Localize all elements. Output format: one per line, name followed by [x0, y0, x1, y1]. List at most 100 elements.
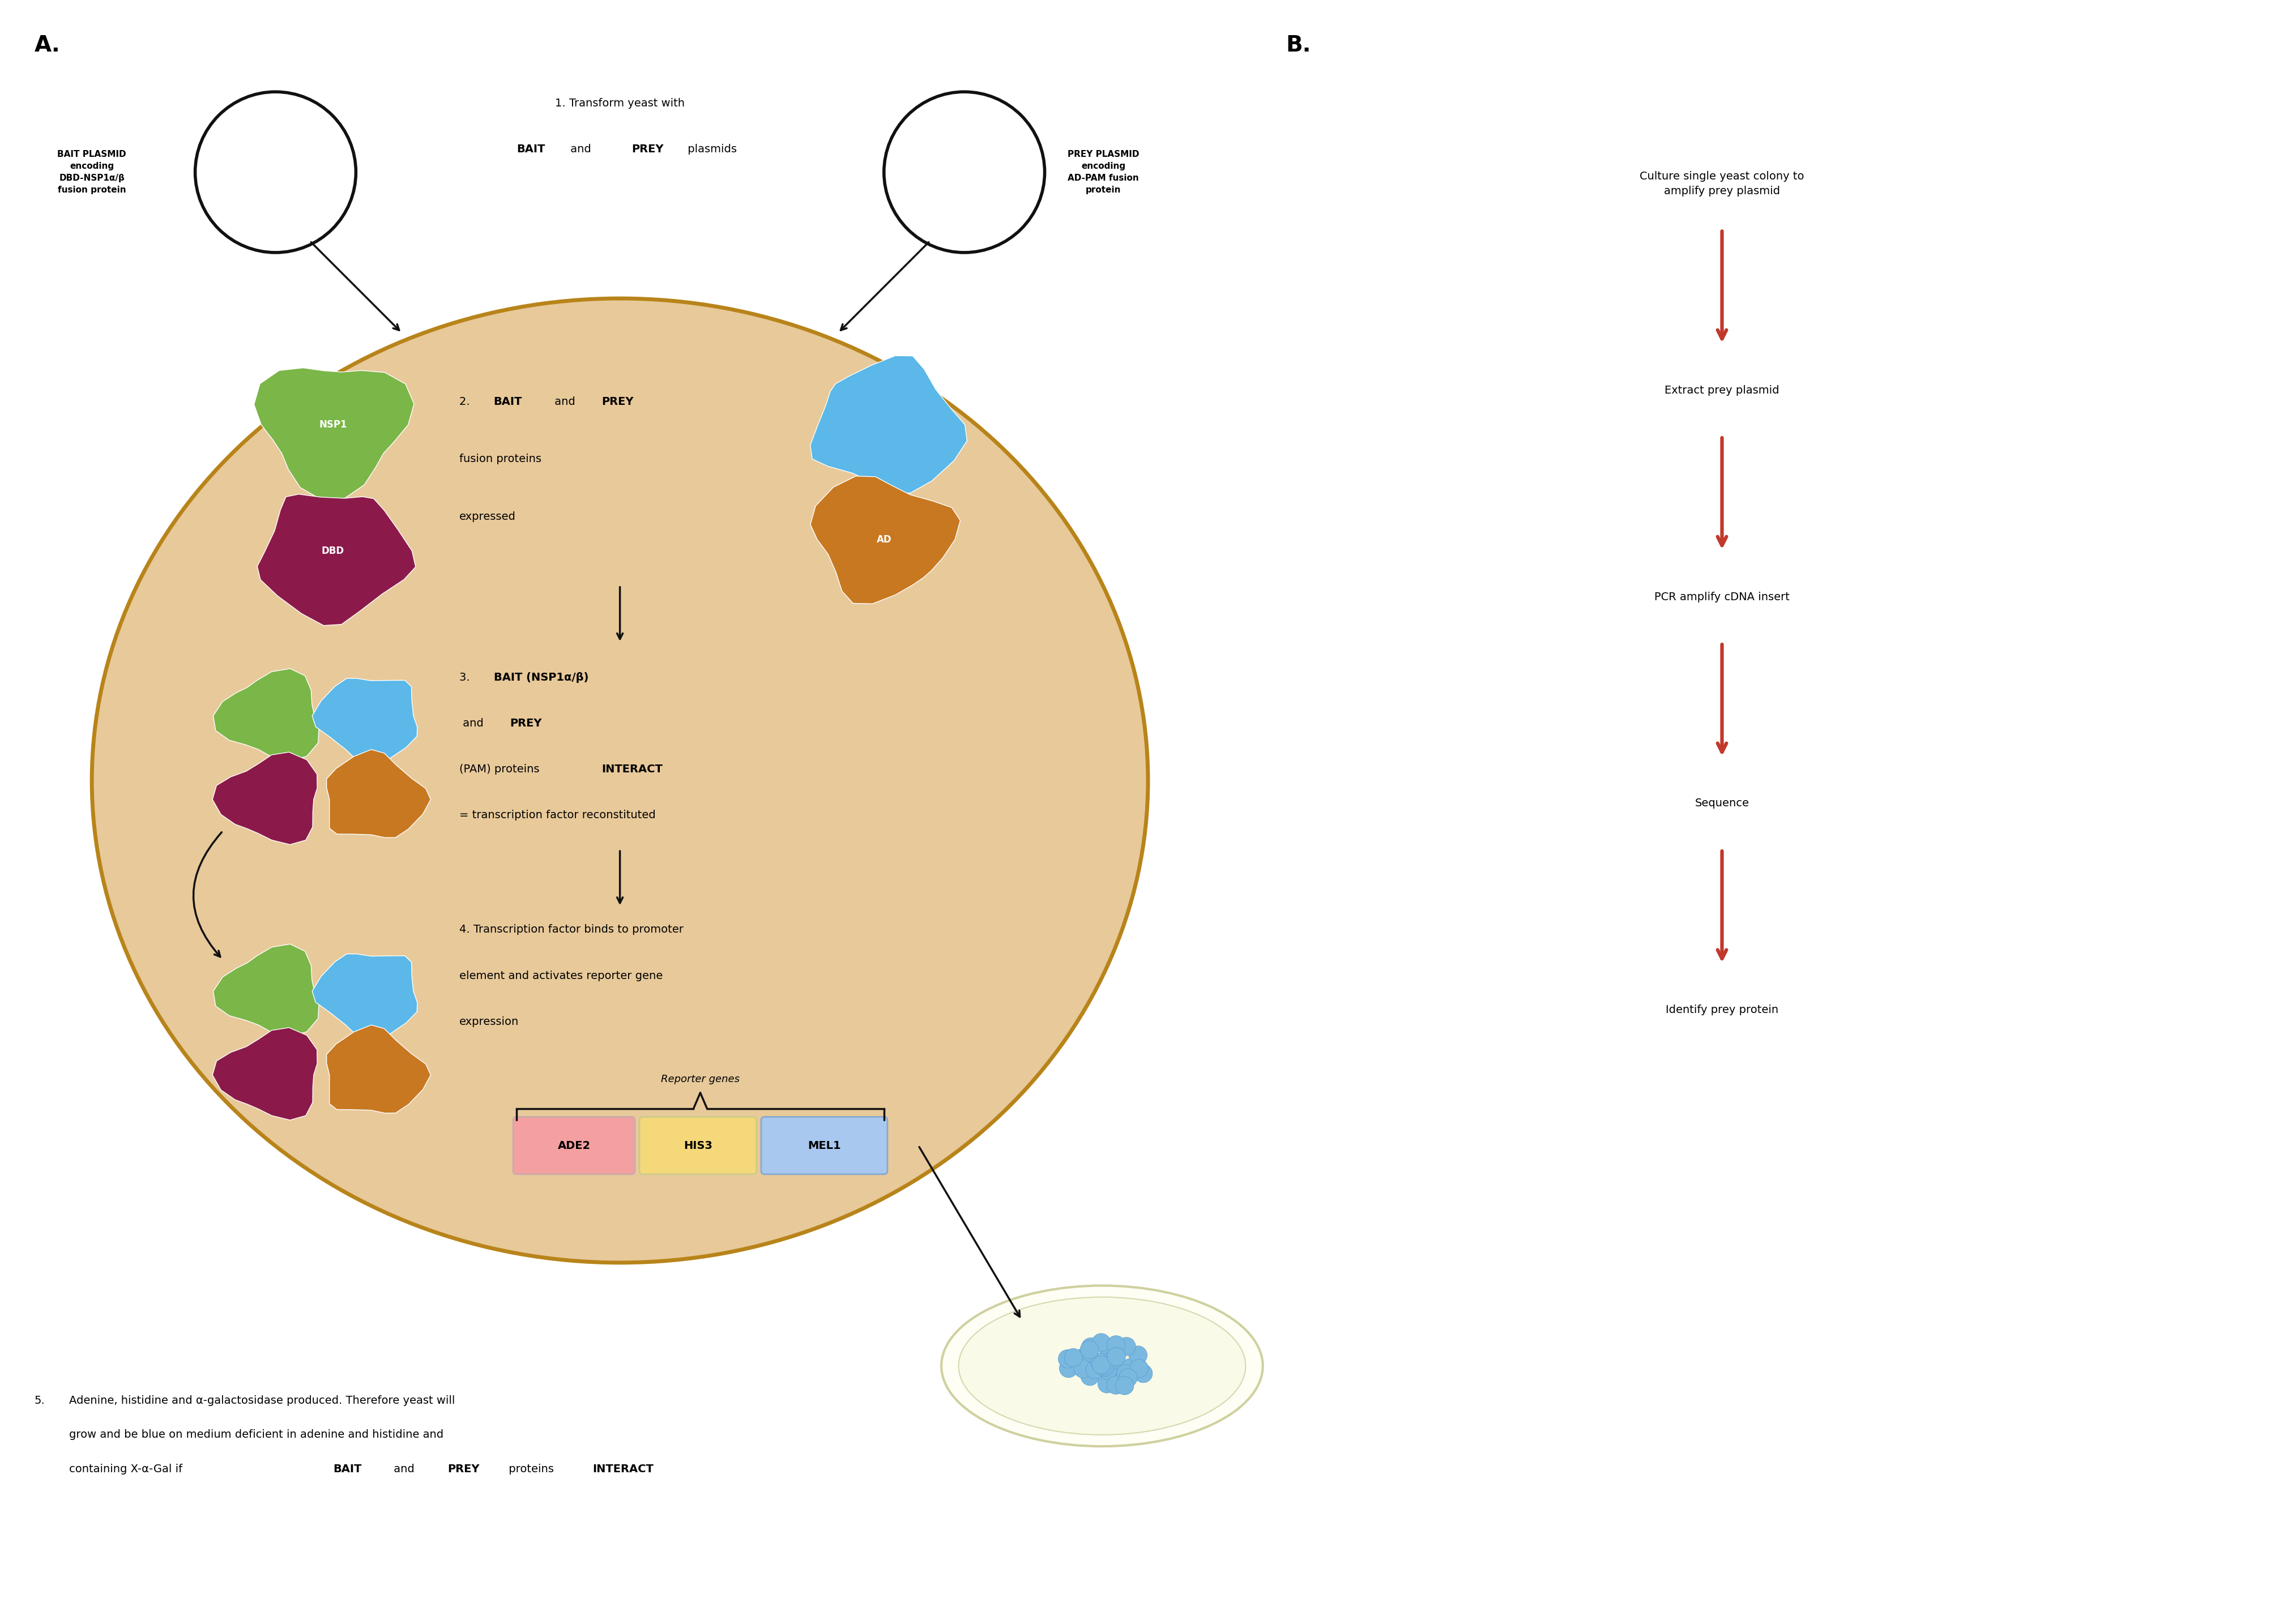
Text: B.: B. — [1286, 34, 1311, 56]
Polygon shape — [214, 669, 319, 762]
Text: 3.: 3. — [459, 672, 473, 683]
Text: BAIT PLASMID
encoding
DBD-NSP1α/β
fusion protein: BAIT PLASMID encoding DBD-NSP1α/β fusion… — [57, 149, 126, 194]
Circle shape — [1107, 1348, 1125, 1366]
Polygon shape — [326, 1025, 432, 1114]
Circle shape — [1063, 1348, 1081, 1368]
Text: HIS3: HIS3 — [684, 1141, 712, 1151]
Text: Extract prey plasmid: Extract prey plasmid — [1665, 386, 1779, 395]
Text: 2.: 2. — [459, 397, 473, 407]
Circle shape — [1091, 1358, 1109, 1377]
Circle shape — [1093, 1334, 1111, 1351]
Circle shape — [1081, 1337, 1100, 1356]
Circle shape — [1093, 1356, 1111, 1374]
Text: grow and be blue on medium deficient in adenine and histidine and: grow and be blue on medium deficient in … — [69, 1430, 443, 1440]
Text: PCR amplify cDNA insert: PCR amplify cDNA insert — [1655, 591, 1789, 603]
Circle shape — [1100, 1343, 1118, 1363]
Text: 5.: 5. — [34, 1395, 46, 1406]
Circle shape — [1091, 1353, 1109, 1371]
Circle shape — [1095, 1358, 1114, 1377]
Ellipse shape — [960, 1297, 1247, 1435]
Circle shape — [1088, 1356, 1107, 1376]
Polygon shape — [326, 749, 432, 837]
Circle shape — [1075, 1348, 1093, 1368]
Text: INTERACT: INTERACT — [602, 763, 664, 775]
Text: and: and — [459, 718, 487, 728]
Polygon shape — [257, 495, 416, 625]
Text: = transcription factor reconstituted: = transcription factor reconstituted — [459, 810, 657, 820]
Text: containing X-α-Gal if: containing X-α-Gal if — [69, 1464, 186, 1475]
FancyBboxPatch shape — [514, 1117, 634, 1175]
Text: Culture single yeast colony to
amplify prey plasmid: Culture single yeast colony to amplify p… — [1639, 170, 1805, 196]
Text: 1. Transform yeast with: 1. Transform yeast with — [556, 98, 684, 109]
Circle shape — [1075, 1360, 1093, 1377]
Text: PREY: PREY — [510, 718, 542, 728]
Circle shape — [1058, 1360, 1077, 1377]
Text: BAIT: BAIT — [494, 397, 521, 407]
Circle shape — [1088, 1356, 1107, 1374]
Text: PREY PLASMID
encoding
AD-PAM fusion
protein: PREY PLASMID encoding AD-PAM fusion prot… — [1068, 149, 1139, 194]
Circle shape — [1120, 1360, 1139, 1377]
Polygon shape — [312, 955, 418, 1041]
Circle shape — [1116, 1364, 1134, 1384]
Circle shape — [1086, 1361, 1104, 1379]
Text: Reporter genes: Reporter genes — [661, 1073, 739, 1085]
Circle shape — [1116, 1376, 1134, 1395]
Circle shape — [1081, 1368, 1100, 1385]
Text: and: and — [551, 397, 579, 407]
Text: Identify prey protein: Identify prey protein — [1665, 1004, 1779, 1016]
Ellipse shape — [92, 299, 1148, 1263]
Circle shape — [1093, 1358, 1111, 1376]
FancyBboxPatch shape — [638, 1117, 758, 1175]
Circle shape — [1097, 1374, 1116, 1393]
Text: INTERACT: INTERACT — [592, 1464, 654, 1475]
Text: BAIT: BAIT — [333, 1464, 360, 1475]
Circle shape — [1134, 1364, 1153, 1382]
Circle shape — [1079, 1340, 1097, 1360]
Ellipse shape — [941, 1286, 1263, 1446]
Text: expression: expression — [459, 1016, 519, 1027]
Circle shape — [1058, 1350, 1077, 1368]
Text: Sequence: Sequence — [1694, 799, 1750, 808]
Text: and: and — [390, 1464, 418, 1475]
Circle shape — [1111, 1361, 1130, 1379]
Text: element and activates reporter gene: element and activates reporter gene — [459, 971, 664, 980]
Text: PREY: PREY — [602, 397, 634, 407]
Polygon shape — [255, 368, 413, 500]
Text: BAIT: BAIT — [517, 145, 544, 154]
Circle shape — [1100, 1353, 1118, 1371]
Polygon shape — [214, 943, 319, 1037]
Circle shape — [1091, 1356, 1109, 1376]
Polygon shape — [214, 752, 317, 845]
Circle shape — [1107, 1376, 1125, 1395]
Circle shape — [1130, 1360, 1148, 1377]
Circle shape — [1093, 1356, 1111, 1374]
Circle shape — [1130, 1347, 1148, 1364]
Circle shape — [1118, 1369, 1137, 1387]
Circle shape — [1104, 1369, 1123, 1388]
Text: expressed: expressed — [459, 511, 517, 522]
FancyBboxPatch shape — [762, 1117, 886, 1175]
Text: PREY: PREY — [631, 145, 664, 154]
Text: ADE2: ADE2 — [558, 1141, 590, 1151]
Circle shape — [1118, 1337, 1137, 1356]
Text: BAIT (NSP1α/β): BAIT (NSP1α/β) — [494, 672, 588, 683]
Polygon shape — [214, 1027, 317, 1120]
Text: 4. Transcription factor binds to promoter: 4. Transcription factor binds to promote… — [459, 924, 684, 935]
Text: MEL1: MEL1 — [808, 1141, 840, 1151]
Polygon shape — [810, 355, 967, 493]
Text: AD: AD — [877, 535, 891, 545]
Text: (PAM) proteins: (PAM) proteins — [459, 763, 542, 775]
Text: Adenine, histidine and α-galactosidase produced. Therefore yeast will: Adenine, histidine and α-galactosidase p… — [69, 1395, 455, 1406]
Circle shape — [1097, 1361, 1116, 1380]
Circle shape — [1107, 1335, 1125, 1355]
Polygon shape — [810, 476, 960, 604]
Text: DBD: DBD — [321, 546, 344, 556]
Text: fusion proteins: fusion proteins — [459, 453, 542, 464]
Text: NSP1: NSP1 — [319, 419, 347, 429]
Polygon shape — [312, 678, 418, 767]
Circle shape — [1093, 1356, 1111, 1376]
Circle shape — [1093, 1356, 1111, 1376]
Text: and: and — [567, 145, 595, 154]
Text: A.: A. — [34, 34, 60, 56]
Circle shape — [1079, 1355, 1097, 1374]
